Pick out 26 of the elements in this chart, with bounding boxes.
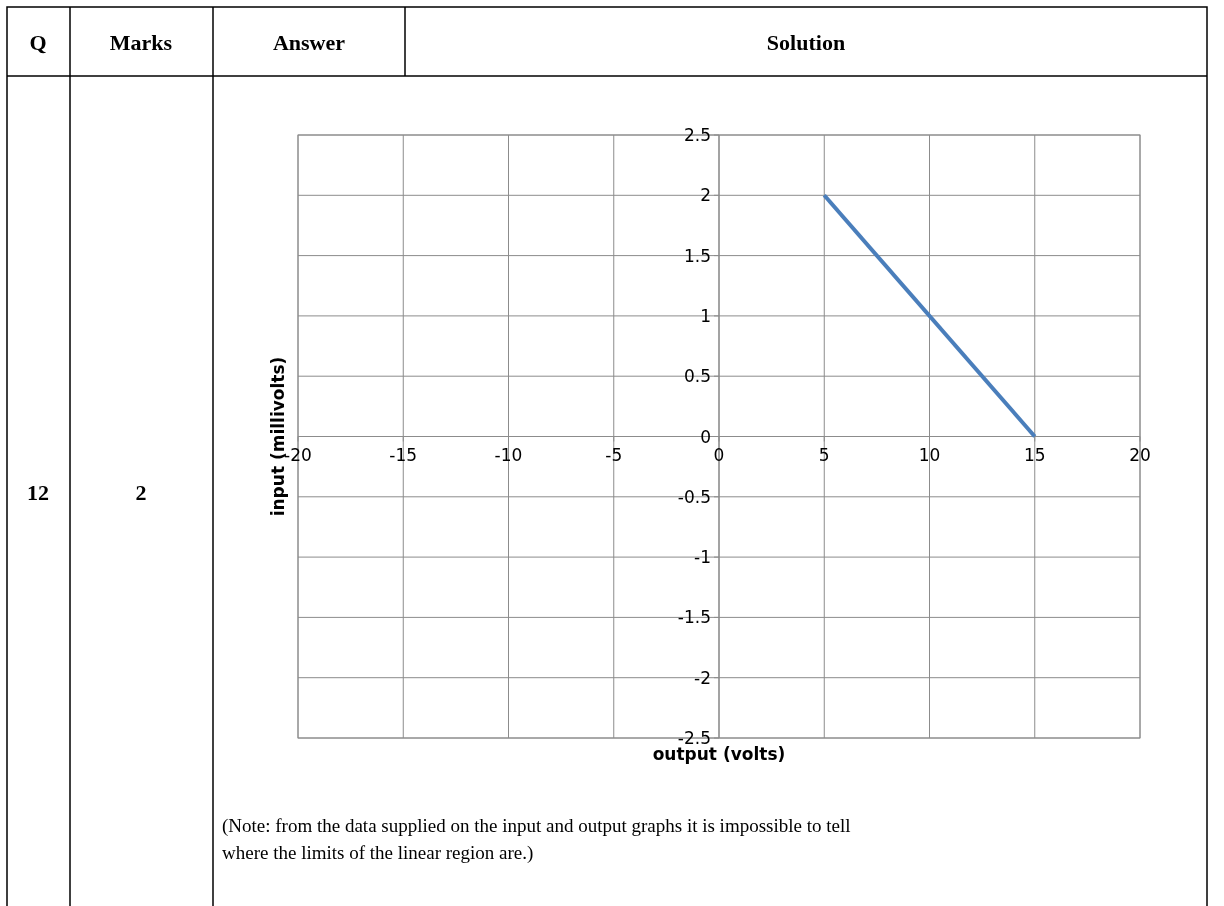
x-tick-label: -20 <box>284 444 312 465</box>
x-tick-label: 15 <box>1023 444 1046 465</box>
x-tick-label: 10 <box>918 444 941 465</box>
y-tick-label: 1 <box>700 305 711 326</box>
text: 12 <box>27 480 49 505</box>
text: Solution <box>766 30 846 55</box>
text: Answer <box>272 30 346 55</box>
y-tick-label: -2 <box>694 667 711 688</box>
x-tick-label: -15 <box>389 444 418 465</box>
text: Q <box>29 30 47 55</box>
text: (Note: from the data supplied on the input and output graphs it is impossible to tell where the limits of the linear region are.) <box>222 815 851 864</box>
x-tick-label: -5 <box>605 444 623 465</box>
x-tick-label: 5 <box>818 444 830 465</box>
y-tick-label: -0.5 <box>677 486 711 507</box>
y-tick-label: -1 <box>694 547 711 568</box>
y-tick-label: 0 <box>700 426 711 447</box>
text: Marks <box>109 30 173 55</box>
y-tick-label: -1.5 <box>677 607 711 628</box>
y-tick-label: 2.5 <box>683 125 711 145</box>
y-tick-label: 2 <box>700 185 711 206</box>
text: 2 <box>135 480 147 505</box>
x-tick-label: 20 <box>1129 444 1151 465</box>
y-tick-label: 0.5 <box>683 366 711 387</box>
x-tick-label: -10 <box>494 444 523 465</box>
y-tick-label: 1.5 <box>683 245 711 266</box>
x-tick-label: 0 <box>713 444 725 465</box>
